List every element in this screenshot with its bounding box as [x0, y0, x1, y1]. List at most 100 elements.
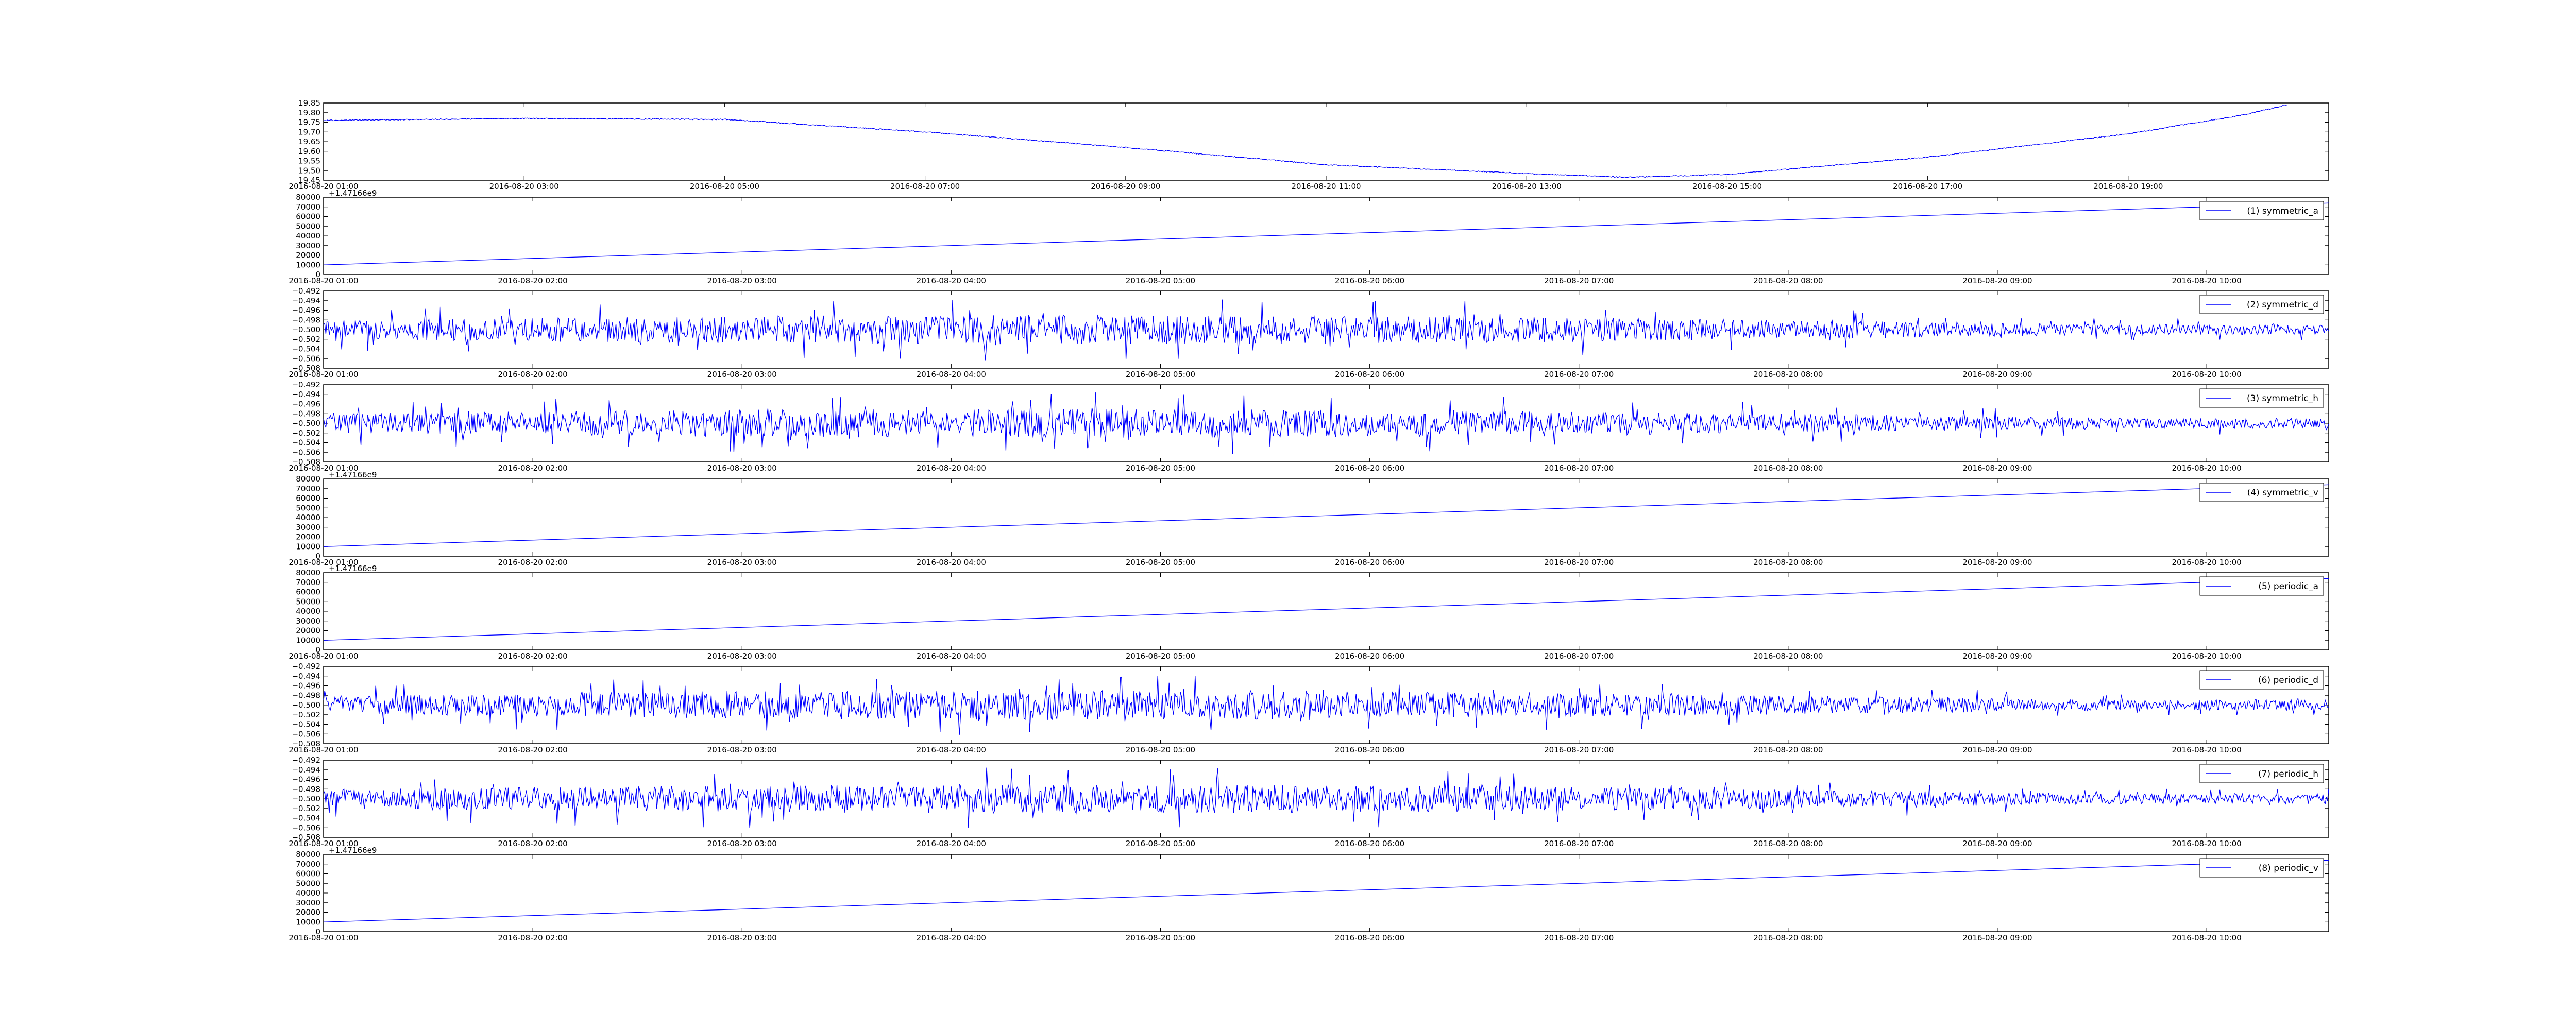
- legend-label: (8) periodic_v: [2259, 863, 2318, 873]
- series-line: [323, 484, 2329, 547]
- x-tick-label: 2016-08-20 10:00: [2172, 745, 2242, 754]
- axis-offset-text: +1.47166e9: [329, 564, 377, 573]
- x-tick-label: 2016-08-20 10:00: [2172, 933, 2242, 942]
- y-tick-label: −0.496: [292, 775, 320, 784]
- x-tick-label: 2016-08-20 06:00: [1335, 558, 1404, 567]
- y-tick-label: −0.498: [292, 409, 320, 418]
- x-tick-label: 2016-08-20 01:00: [289, 464, 358, 473]
- x-tick-label: 2016-08-20 03:00: [707, 276, 777, 285]
- y-tick-label: −0.506: [292, 729, 320, 739]
- y-tick-label: 0: [315, 927, 320, 936]
- y-tick-label: 80000: [296, 568, 320, 577]
- y-tick-label: 40000: [296, 888, 320, 898]
- y-tick-label: 19.60: [298, 147, 320, 156]
- y-tick-label: −0.508: [292, 833, 320, 842]
- x-tick-label: 2016-08-20 13:00: [1492, 182, 1562, 191]
- y-tick-label: −0.508: [292, 364, 320, 373]
- legend-label: (3) symmetric_h: [2247, 393, 2318, 404]
- x-tick-label: 2016-08-20 11:00: [1291, 182, 1361, 191]
- y-tick-label: −0.492: [292, 756, 320, 765]
- y-tick-label: −0.506: [292, 448, 320, 457]
- y-tick-label: 30000: [296, 241, 320, 250]
- legend: (8) periodic_v: [2199, 858, 2324, 878]
- legend: (6) periodic_d: [2199, 670, 2324, 690]
- y-tick-label: 10000: [296, 542, 320, 551]
- y-tick-label: −0.500: [292, 700, 320, 710]
- legend-label: (2) symmetric_d: [2247, 300, 2318, 310]
- y-tick-label: 0: [315, 645, 320, 655]
- x-tick-label: 2016-08-20 10:00: [2172, 651, 2242, 661]
- x-tick-label: 2016-08-20 09:00: [1962, 933, 2032, 942]
- y-tick-label: 60000: [296, 588, 320, 597]
- panel-8: −0.508−0.506−0.504−0.502−0.500−0.498−0.4…: [289, 756, 2329, 848]
- x-tick-label: 2016-08-20 06:00: [1335, 933, 1404, 942]
- y-tick-label: −0.498: [292, 315, 320, 324]
- y-tick-label: −0.494: [292, 672, 320, 681]
- x-tick-label: 2016-08-20 03:00: [707, 651, 777, 661]
- y-tick-label: 50000: [296, 503, 320, 512]
- legend: (2) symmetric_d: [2199, 295, 2324, 314]
- x-tick-label: 2016-08-20 06:00: [1335, 370, 1404, 379]
- series-line: [323, 202, 2329, 265]
- y-tick-label: −0.502: [292, 335, 320, 344]
- x-tick-label: 2016-08-20 09:00: [1962, 370, 2032, 379]
- y-tick-label: 40000: [296, 513, 320, 522]
- y-tick-label: −0.502: [292, 804, 320, 813]
- y-tick-label: −0.498: [292, 784, 320, 794]
- y-tick-label: −0.504: [292, 720, 320, 729]
- axis-offset-text: +1.47166e9: [329, 470, 377, 479]
- x-tick-label: 2016-08-20 07:00: [1544, 276, 1614, 285]
- y-tick-label: −0.508: [292, 739, 320, 748]
- y-tick-label: −0.494: [292, 390, 320, 399]
- y-tick-label: 10000: [296, 636, 320, 645]
- x-tick-label: 2016-08-20 08:00: [1753, 933, 1823, 942]
- x-tick-label: 2016-08-20 09:00: [1962, 558, 2032, 567]
- x-tick-label: 2016-08-20 04:00: [917, 933, 986, 942]
- x-tick-label: 2016-08-20 01:00: [289, 276, 358, 285]
- x-tick-label: 2016-08-20 07:00: [1544, 370, 1614, 379]
- x-tick-label: 2016-08-20 08:00: [1753, 651, 1823, 661]
- x-tick-label: 2016-08-20 04:00: [917, 839, 986, 848]
- y-tick-label: −0.506: [292, 354, 320, 363]
- x-tick-label: 2016-08-20 02:00: [498, 370, 568, 379]
- y-tick-label: 60000: [296, 494, 320, 503]
- legend-box: [2199, 576, 2324, 596]
- y-tick-label: 19.45: [298, 176, 320, 185]
- plot-frame: [323, 384, 2329, 462]
- x-tick-label: 2016-08-20 10:00: [2172, 558, 2242, 567]
- x-tick-label: 2016-08-20 06:00: [1335, 651, 1404, 661]
- y-tick-label: −0.504: [292, 345, 320, 354]
- x-tick-label: 2016-08-20 01:00: [289, 839, 358, 848]
- x-tick-label: 2016-08-20 07:00: [1544, 745, 1614, 754]
- y-tick-label: 19.55: [298, 157, 320, 166]
- x-tick-label: 2016-08-20 02:00: [498, 933, 568, 942]
- y-tick-label: 0: [315, 270, 320, 279]
- x-tick-label: 2016-08-20 02:00: [498, 276, 568, 285]
- y-tick-label: 80000: [296, 193, 320, 202]
- y-tick-label: 20000: [296, 626, 320, 636]
- y-tick-label: 19.80: [298, 108, 320, 117]
- y-tick-label: −0.494: [292, 296, 320, 305]
- series-line: [323, 392, 2329, 454]
- x-tick-label: 2016-08-20 05:00: [1126, 933, 1195, 942]
- x-tick-label: 2016-08-20 08:00: [1753, 464, 1823, 473]
- x-tick-label: 2016-08-20 01:00: [289, 182, 358, 191]
- y-tick-label: 80000: [296, 850, 320, 859]
- x-tick-label: 2016-08-20 01:00: [289, 933, 358, 942]
- legend-label: (1) symmetric_a: [2247, 206, 2318, 216]
- y-tick-label: −0.506: [292, 823, 320, 832]
- x-tick-label: 2016-08-20 01:00: [289, 651, 358, 661]
- plot-frame: [323, 478, 2329, 557]
- legend-label: (4) symmetric_v: [2247, 488, 2318, 498]
- x-tick-label: 2016-08-20 05:00: [1126, 464, 1195, 473]
- x-tick-label: 2016-08-20 01:00: [289, 370, 358, 379]
- y-tick-label: −0.502: [292, 428, 320, 438]
- x-tick-label: 2016-08-20 08:00: [1753, 558, 1823, 567]
- x-tick-label: 2016-08-20 07:00: [1544, 651, 1614, 661]
- x-tick-label: 2016-08-20 05:00: [1126, 839, 1195, 848]
- y-tick-label: 70000: [296, 578, 320, 587]
- legend: (1) symmetric_a: [2199, 201, 2324, 220]
- y-tick-label: −0.496: [292, 306, 320, 315]
- x-tick-label: 2016-08-20 17:00: [1893, 182, 1962, 191]
- y-tick-label: 10000: [296, 260, 320, 269]
